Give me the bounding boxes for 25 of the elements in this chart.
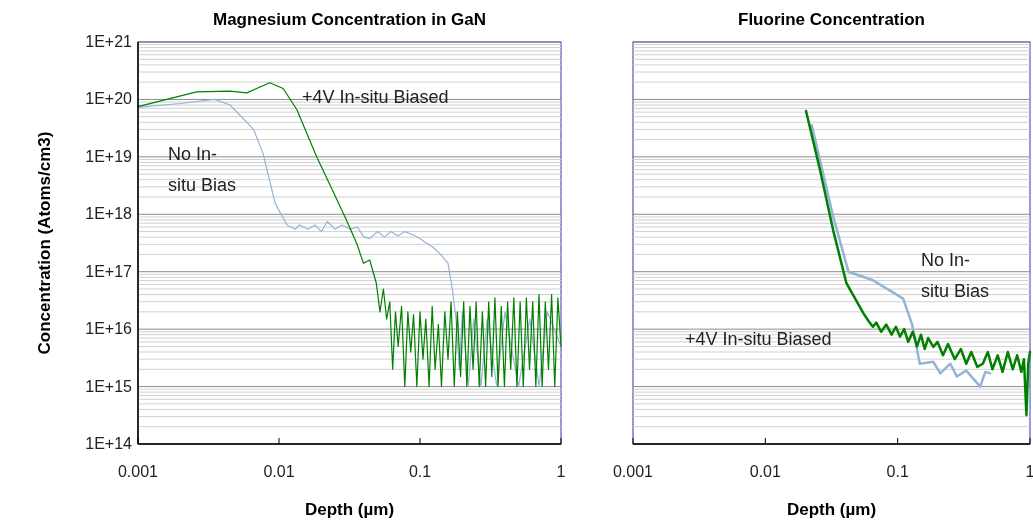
x-tick-label: 1 [1025, 463, 1033, 480]
series-label: +4V In-situ Biased [685, 329, 832, 349]
chart-title: Fluorine Concentration [738, 10, 925, 29]
x-tick-label: 0.01 [749, 463, 782, 480]
x-tick-label: 0.1 [886, 463, 909, 480]
x-tick-label: 0.1 [408, 463, 432, 480]
x-tick-label: 0.01 [263, 463, 295, 480]
series-label: +4V In-situ Biased [302, 87, 449, 107]
x-tick-label: 0.001 [612, 463, 654, 480]
y-tick-label: 1E+14 [85, 435, 133, 452]
y-tick-label: 1E+17 [85, 262, 133, 280]
y-tick-label: 1E+20 [85, 90, 133, 108]
x-tick-label: 0.001 [117, 463, 159, 480]
series-label: No In-situ Bias [921, 250, 990, 301]
y-tick-label: 1E+21 [85, 33, 133, 50]
x-axis-title: Depth (µm) [786, 500, 877, 519]
chart-title: Magnesium Concentration in GaN [213, 10, 486, 29]
y-tick-label: 1E+15 [85, 377, 133, 395]
y-tick-label: 1E+16 [85, 320, 133, 338]
y-tick-label: 1E+18 [85, 205, 133, 223]
y-axis-title: Concentration (Atoms/cm3) [35, 131, 54, 355]
y-tick-label: 1E+19 [85, 147, 133, 165]
x-tick-label: 1 [556, 463, 566, 480]
series-label: No In-situ Bias [168, 144, 237, 195]
x-axis-title: Depth (µm) [304, 500, 395, 519]
